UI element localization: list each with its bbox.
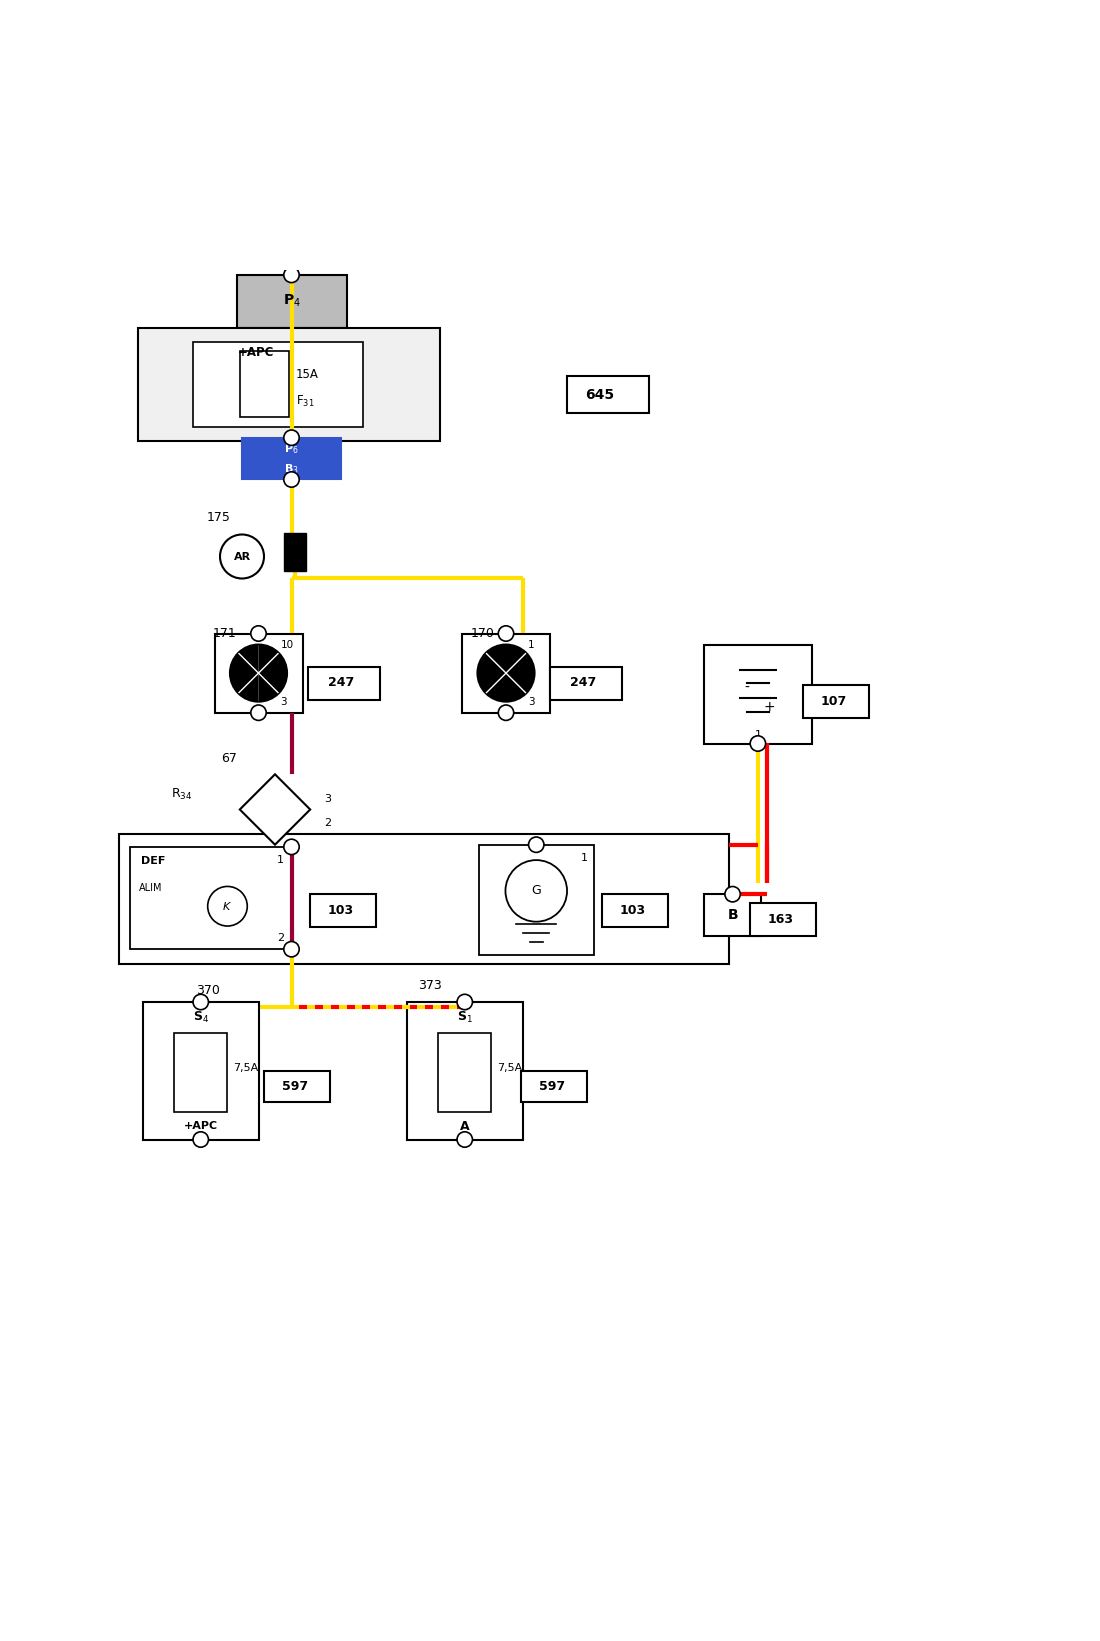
Circle shape [284,839,299,855]
Circle shape [477,645,535,702]
Bar [240,351,289,417]
Text: 7,5A: 7,5A [496,1063,521,1073]
Text: F$_{31}$: F$_{31}$ [296,394,315,409]
Text: 1: 1 [581,853,587,863]
Text: 1: 1 [277,855,284,865]
Circle shape [458,1132,473,1147]
Bar [308,666,380,699]
Bar [438,1032,491,1113]
Wedge shape [477,645,506,702]
Text: 67: 67 [221,753,236,765]
Bar [750,903,816,935]
Text: +APC: +APC [238,346,274,359]
Circle shape [458,994,473,1009]
Text: +: + [763,701,774,714]
Bar [174,1032,228,1113]
Text: 373: 373 [418,980,442,993]
Text: 3: 3 [324,794,331,804]
Bar [242,438,341,479]
Circle shape [208,886,248,926]
Text: 175: 175 [207,512,231,525]
Bar [566,376,649,414]
Bar [602,894,668,927]
Text: R$_{34}$: R$_{34}$ [170,786,192,802]
Circle shape [194,994,209,1009]
Bar [310,894,376,927]
Text: 170: 170 [471,627,495,640]
Circle shape [251,625,266,642]
Text: B: B [727,907,738,922]
Text: ALIM: ALIM [139,883,162,893]
Text: AR: AR [233,551,251,561]
Text: 1: 1 [528,640,535,650]
Text: A: A [460,1119,470,1132]
Text: 2: 2 [277,934,284,944]
Text: DEF: DEF [141,857,165,866]
Wedge shape [506,645,535,702]
Bar [138,328,440,441]
Circle shape [284,942,299,957]
Circle shape [528,837,544,852]
Circle shape [284,267,299,282]
Text: 163: 163 [768,912,794,926]
Circle shape [505,860,568,922]
Text: 597: 597 [282,1080,308,1093]
Circle shape [750,735,766,752]
Bar [119,834,729,963]
Bar [143,1003,258,1139]
Text: -: - [745,681,749,694]
Bar [704,894,761,935]
Text: G: G [531,884,541,898]
Bar [462,633,550,712]
Circle shape [194,1132,209,1147]
Circle shape [498,706,514,720]
Circle shape [220,535,264,579]
Text: P$_6$: P$_6$ [284,443,299,456]
Text: +APC: +APC [184,1121,218,1131]
Bar [284,533,306,571]
Circle shape [284,430,299,445]
Text: S$_4$: S$_4$ [192,1009,209,1026]
Circle shape [725,886,740,903]
Text: 3: 3 [280,697,287,707]
Text: $K$: $K$ [222,901,232,912]
Bar [264,1072,330,1103]
Text: 370: 370 [196,985,220,998]
Wedge shape [230,645,258,702]
Text: 597: 597 [539,1080,565,1093]
Text: S$_1$: S$_1$ [456,1009,473,1026]
Bar [478,845,594,955]
Bar [192,341,363,427]
Text: 3: 3 [528,697,535,707]
Wedge shape [258,645,287,702]
Text: 15A: 15A [296,368,319,381]
Circle shape [284,473,299,487]
Text: 171: 171 [212,627,236,640]
Bar [407,1003,522,1139]
Bar [803,686,869,719]
Text: P$_4$: P$_4$ [283,294,300,310]
Polygon shape [240,775,310,845]
Bar [550,666,622,699]
Text: 10: 10 [280,640,294,650]
Text: 645: 645 [585,387,614,402]
Bar [521,1072,587,1103]
Text: 247: 247 [570,676,596,689]
Bar [236,276,346,328]
Text: 1: 1 [755,730,761,740]
Text: 107: 107 [821,696,847,709]
Text: 2: 2 [324,817,331,827]
Text: 103: 103 [328,904,354,917]
Text: 7,5A: 7,5A [233,1063,257,1073]
Circle shape [498,625,514,642]
Bar [130,847,293,948]
Text: 247: 247 [328,676,354,689]
Circle shape [251,706,266,720]
Text: B$_3$: B$_3$ [284,463,299,476]
Circle shape [230,645,287,702]
Bar [214,633,302,712]
Text: 103: 103 [619,904,646,917]
Bar [704,645,812,743]
